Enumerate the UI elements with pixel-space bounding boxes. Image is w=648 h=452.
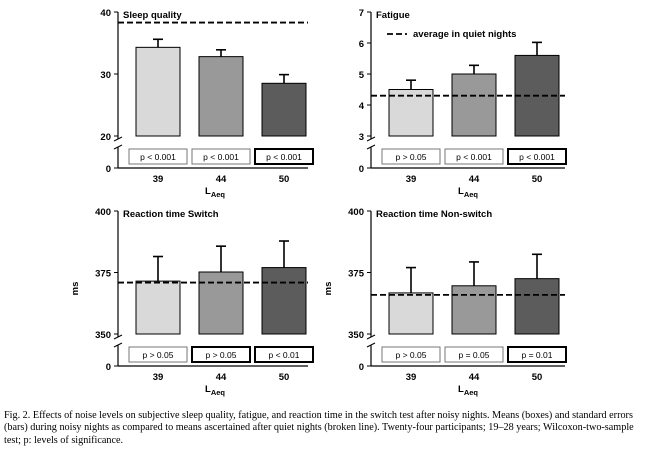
p-value-box bbox=[507, 148, 567, 165]
p-value-label: p > 0.05 bbox=[396, 350, 427, 360]
p-value-label: p > 0.05 bbox=[396, 152, 427, 162]
y-tick-label: 0 bbox=[106, 362, 111, 373]
p-value-box bbox=[254, 148, 314, 165]
x-tick-label: 44 bbox=[216, 372, 227, 383]
bar-39 bbox=[135, 280, 181, 335]
bar-39 bbox=[388, 292, 434, 335]
y-axis-label: ms bbox=[70, 282, 81, 296]
x-axis-label: LAeq bbox=[205, 186, 225, 199]
y-tick-label: 350 bbox=[95, 330, 111, 341]
x-axis-label: LAeq bbox=[205, 384, 225, 397]
y-tick-label: 6 bbox=[359, 39, 364, 50]
p-value-box bbox=[254, 346, 314, 363]
p-value-box bbox=[381, 346, 441, 363]
x-axis-label: LAeq bbox=[458, 186, 478, 199]
figure-caption: Fig. 2. Effects of noise levels on subje… bbox=[4, 410, 634, 446]
y-tick-label: 400 bbox=[95, 207, 111, 218]
axis-break-mark bbox=[366, 144, 376, 150]
axis-break-mark bbox=[113, 136, 123, 142]
p-value-label: p < 0.001 bbox=[266, 152, 302, 162]
p-value-label: p > 0.05 bbox=[143, 350, 174, 360]
axis-break-mark bbox=[366, 136, 376, 142]
y-tick-label: 40 bbox=[100, 8, 111, 19]
legend-label: average in quiet nights bbox=[413, 29, 516, 40]
p-value-label: p < 0.001 bbox=[203, 152, 239, 162]
y-tick-label: 30 bbox=[100, 70, 111, 81]
bar-50 bbox=[261, 267, 307, 335]
axis-break-mark bbox=[366, 334, 376, 340]
panel-title: Reaction time Non-switch bbox=[376, 209, 492, 220]
bar-44 bbox=[451, 285, 497, 335]
axis-break-mark bbox=[113, 342, 123, 348]
y-axis-label: ms bbox=[323, 282, 334, 296]
p-value-label: p = 0.01 bbox=[522, 350, 553, 360]
y-tick-label: 0 bbox=[359, 164, 364, 175]
x-tick-label: 50 bbox=[532, 174, 543, 185]
panel-title: Sleep quality bbox=[123, 10, 182, 21]
p-value-box bbox=[444, 346, 504, 363]
y-tick-label: 0 bbox=[106, 164, 111, 175]
p-value-box bbox=[507, 346, 567, 363]
p-value-box bbox=[381, 148, 441, 165]
p-value-box bbox=[191, 148, 251, 165]
p-value-label: p < 0.001 bbox=[519, 152, 555, 162]
axis-break-mark bbox=[113, 144, 123, 150]
panel-title: Fatigue bbox=[376, 10, 410, 21]
x-tick-label: 39 bbox=[153, 174, 164, 185]
x-tick-label: 44 bbox=[469, 174, 480, 185]
y-tick-label: 7 bbox=[359, 8, 364, 19]
bar-44 bbox=[198, 56, 244, 137]
p-value-label: p > 0.05 bbox=[206, 350, 237, 360]
x-tick-label: 50 bbox=[279, 174, 290, 185]
bar-39 bbox=[388, 89, 434, 137]
x-tick-label: 50 bbox=[532, 372, 543, 383]
y-tick-label: 5 bbox=[359, 70, 365, 81]
p-value-box bbox=[128, 346, 188, 363]
p-value-label: p < 0.001 bbox=[456, 152, 492, 162]
panel-2: 0 350 375 400 ms Reaction time Switch p > 0.05… bbox=[70, 207, 314, 397]
axis-break-mark bbox=[113, 334, 123, 340]
p-value-box bbox=[444, 148, 504, 165]
bar-39 bbox=[135, 46, 181, 137]
p-value-box bbox=[128, 148, 188, 165]
p-value-label: p < 0.01 bbox=[269, 350, 300, 360]
y-tick-label: 400 bbox=[348, 207, 364, 218]
x-tick-label: 39 bbox=[153, 372, 164, 383]
p-value-label: p = 0.05 bbox=[459, 350, 490, 360]
x-axis-label: LAeq bbox=[458, 384, 478, 397]
x-tick-label: 39 bbox=[406, 174, 417, 185]
p-value-label: p < 0.001 bbox=[140, 152, 176, 162]
p-value-box bbox=[191, 346, 251, 363]
x-tick-label: 44 bbox=[216, 174, 227, 185]
panel-0: 0 20 30 40 Sleep quality p < 0.001 39 p < 0.001… bbox=[100, 8, 314, 199]
y-tick-label: 3 bbox=[359, 132, 364, 143]
y-tick-label: 0 bbox=[359, 362, 364, 373]
x-tick-label: 39 bbox=[406, 372, 417, 383]
axis-break-mark bbox=[366, 342, 376, 348]
y-tick-label: 375 bbox=[348, 269, 365, 280]
panel-1: 0 3 4 5 6 7 Fatigue p > 0.05 39 p < 0.001 44 p < 0.… bbox=[359, 8, 567, 199]
x-tick-label: 50 bbox=[279, 372, 290, 383]
panel-title: Reaction time Switch bbox=[123, 209, 219, 220]
y-tick-label: 4 bbox=[359, 101, 365, 112]
bar-44 bbox=[451, 73, 497, 137]
bar-50 bbox=[261, 82, 307, 137]
x-tick-label: 44 bbox=[469, 372, 480, 383]
panel-3: 0 350 375 400 ms Reaction time Non-switch p > … bbox=[323, 207, 567, 397]
y-tick-label: 375 bbox=[95, 269, 112, 280]
bar-50 bbox=[514, 278, 560, 335]
y-tick-label: 20 bbox=[100, 132, 111, 143]
y-tick-label: 350 bbox=[348, 330, 364, 341]
bar-44 bbox=[198, 271, 244, 335]
